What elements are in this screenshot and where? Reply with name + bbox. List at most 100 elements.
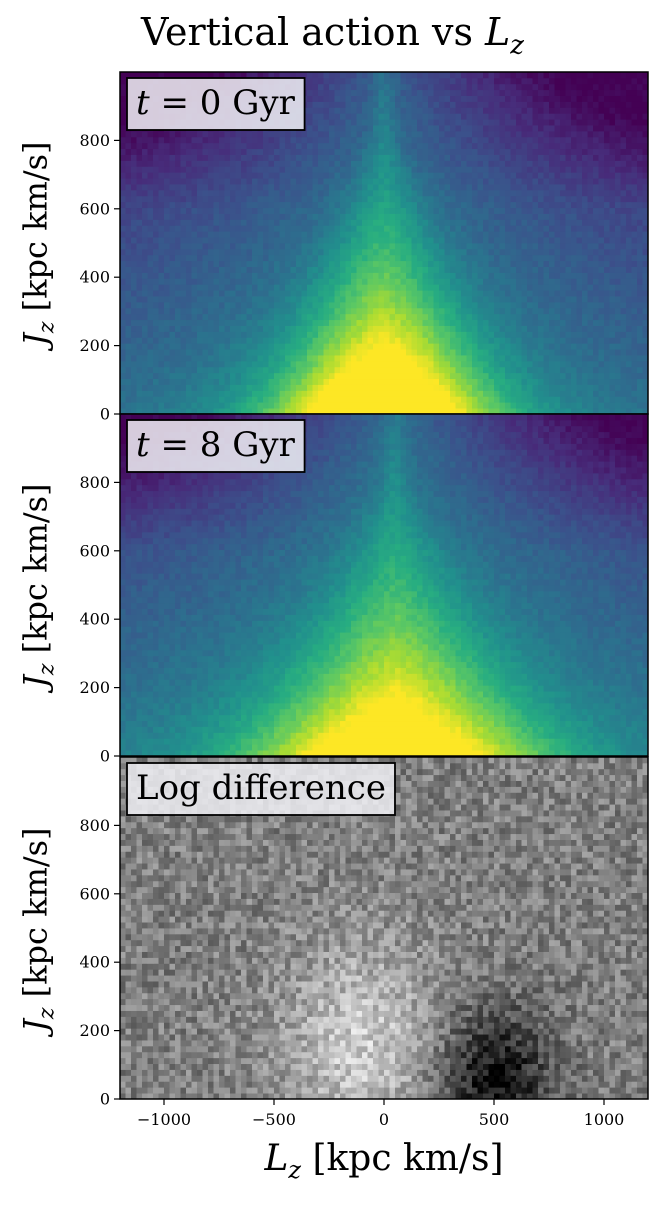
heatmap-cell bbox=[142, 195, 148, 203]
heatmap-cell bbox=[224, 343, 231, 350]
heatmap-cell bbox=[510, 313, 517, 321]
heatmap-cell bbox=[428, 195, 434, 203]
heatmap-cell bbox=[620, 372, 627, 380]
heatmap-cell bbox=[389, 107, 396, 114]
heatmap-cell bbox=[186, 254, 192, 262]
heatmap-cell bbox=[158, 366, 165, 374]
heatmap-cell bbox=[153, 307, 159, 315]
heatmap-cell bbox=[257, 325, 264, 332]
heatmap-cell bbox=[279, 178, 286, 185]
heatmap-cell bbox=[290, 225, 297, 232]
heatmap-cell bbox=[631, 243, 638, 250]
heatmap-cell bbox=[417, 154, 423, 161]
heatmap-cell bbox=[439, 384, 445, 391]
heatmap-cell bbox=[356, 378, 363, 385]
heatmap-cell bbox=[488, 130, 495, 138]
heatmap-cell bbox=[450, 107, 456, 114]
heatmap-cell bbox=[378, 113, 385, 120]
heatmap-cell bbox=[202, 231, 209, 238]
heatmap-cell bbox=[543, 278, 550, 285]
heatmap-cell bbox=[158, 219, 165, 226]
heatmap-cell bbox=[175, 384, 181, 391]
heatmap-cell bbox=[329, 260, 335, 267]
heatmap-cell bbox=[477, 366, 484, 374]
heatmap-cell bbox=[367, 301, 374, 309]
heatmap-cell bbox=[494, 349, 500, 356]
heatmap-cell bbox=[120, 113, 126, 120]
heatmap-cell bbox=[362, 343, 368, 350]
heatmap-cell bbox=[505, 272, 511, 279]
heatmap-cell bbox=[549, 402, 555, 409]
heatmap-cell bbox=[587, 201, 594, 209]
heatmap-cell bbox=[620, 408, 627, 415]
heatmap-cell bbox=[593, 343, 599, 350]
heatmap-cell bbox=[598, 219, 605, 226]
heatmap-cell bbox=[483, 290, 489, 297]
heatmap-cell bbox=[367, 284, 374, 291]
heatmap-cell bbox=[444, 384, 451, 391]
heatmap-cell bbox=[197, 142, 203, 150]
heatmap-cell bbox=[565, 366, 572, 374]
heatmap-cell bbox=[499, 278, 506, 285]
heatmap-cell bbox=[395, 254, 401, 262]
heatmap-cell bbox=[483, 231, 489, 238]
heatmap-cell bbox=[395, 355, 401, 362]
heatmap-cell bbox=[609, 278, 616, 285]
heatmap-cell bbox=[543, 142, 550, 150]
heatmap-cell bbox=[125, 284, 132, 291]
heatmap-cell bbox=[125, 296, 132, 303]
heatmap-cell bbox=[417, 378, 423, 385]
heatmap-cell bbox=[175, 160, 181, 167]
heatmap-cell bbox=[604, 201, 610, 209]
heatmap-cell bbox=[312, 290, 319, 297]
heatmap-cell bbox=[136, 378, 143, 385]
heatmap-cell bbox=[626, 384, 632, 391]
heatmap-cell bbox=[142, 136, 148, 144]
heatmap-cell bbox=[334, 343, 341, 350]
heatmap-cell bbox=[263, 178, 269, 185]
heatmap-cell bbox=[532, 142, 539, 150]
heatmap-cell bbox=[169, 172, 176, 179]
heatmap-cell bbox=[191, 160, 198, 167]
heatmap-cell bbox=[615, 366, 621, 374]
heatmap-cell bbox=[158, 207, 165, 214]
heatmap-cell bbox=[466, 178, 473, 185]
heatmap-cell bbox=[224, 284, 231, 291]
heatmap-cell bbox=[395, 130, 401, 138]
heatmap-cell bbox=[125, 378, 132, 385]
heatmap-cell bbox=[202, 396, 209, 403]
heatmap-cell bbox=[422, 408, 429, 415]
heatmap-cell bbox=[120, 378, 126, 385]
heatmap-cell bbox=[279, 248, 286, 256]
heatmap-cell bbox=[538, 160, 544, 167]
heatmap-cell bbox=[125, 301, 132, 309]
heatmap-cell bbox=[609, 213, 616, 220]
heatmap-cell bbox=[274, 402, 280, 409]
heatmap-cell bbox=[593, 301, 599, 309]
heatmap-cell bbox=[499, 225, 506, 232]
heatmap-cell bbox=[158, 237, 165, 244]
heatmap-cell bbox=[406, 148, 412, 155]
heatmap-cell bbox=[499, 219, 506, 226]
heatmap-cell bbox=[516, 119, 522, 126]
heatmap-cell bbox=[164, 349, 170, 356]
heatmap-cell bbox=[549, 301, 555, 309]
heatmap-cell bbox=[543, 231, 550, 238]
heatmap-cell bbox=[356, 231, 363, 238]
heatmap-cell bbox=[351, 254, 357, 262]
heatmap-cell bbox=[422, 219, 429, 226]
heatmap-cell bbox=[576, 107, 583, 114]
heatmap-cell bbox=[246, 296, 253, 303]
heatmap-cell bbox=[356, 290, 363, 297]
heatmap-cell bbox=[340, 172, 346, 179]
heatmap-cell bbox=[362, 113, 368, 120]
heatmap-cell bbox=[521, 213, 528, 220]
heatmap-cell bbox=[554, 148, 561, 155]
heatmap-cell bbox=[400, 219, 407, 226]
heatmap-cell bbox=[450, 278, 456, 285]
heatmap-cell bbox=[422, 130, 429, 138]
heatmap-cell bbox=[477, 148, 484, 155]
heatmap-cell bbox=[433, 260, 440, 267]
heatmap-cell bbox=[164, 189, 170, 197]
heatmap-cell bbox=[301, 278, 308, 285]
